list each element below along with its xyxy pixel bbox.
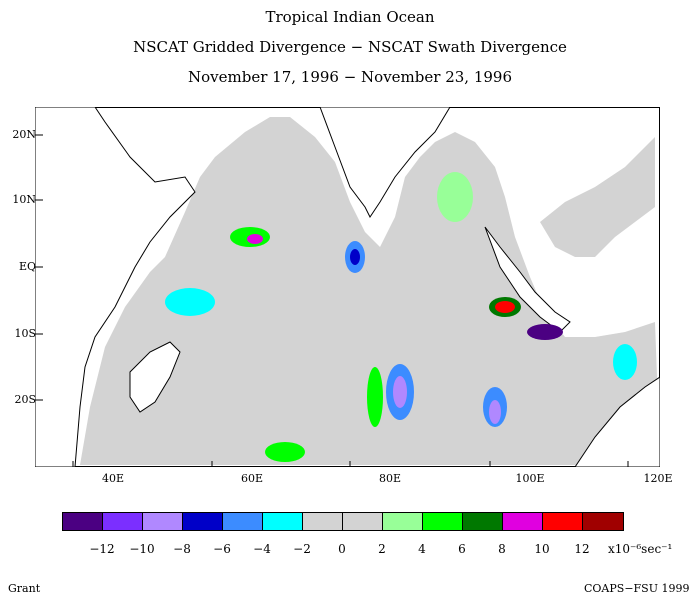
colorbar-tick-label: −4: [253, 542, 271, 556]
colorbar-tick-label: 2: [378, 542, 386, 556]
colorbar-swatch: [223, 513, 263, 530]
colorbar-tick-label: −2: [293, 542, 311, 556]
colorbar-tick-label: −10: [129, 542, 155, 556]
lat-label-eq: EQ: [18, 260, 36, 273]
lon-label-120e: 120E: [643, 472, 673, 485]
colorbar-swatch: [583, 513, 623, 530]
ocean-data-region: [80, 117, 657, 465]
title-line-3: November 17, 1996 − November 23, 1996: [188, 68, 512, 86]
colorbar-swatch: [383, 513, 423, 530]
lat-label-20s: 20S: [14, 393, 36, 406]
divergence-blob: [495, 301, 515, 313]
colorbar-tick-label: 12: [574, 542, 590, 556]
colorbar-swatch: [503, 513, 543, 530]
landmass-madagascar: [129, 341, 181, 413]
footer-credit: COAPS−FSU 1999: [584, 582, 690, 595]
lon-label-40e: 40E: [101, 472, 125, 485]
lat-label-10s: 10S: [14, 327, 36, 340]
lon-ticks: [72, 461, 629, 467]
divergence-blob: [527, 324, 563, 340]
colorbar-swatch: [183, 513, 223, 530]
divergence-blob: [350, 249, 360, 265]
divergence-blob: [247, 234, 263, 244]
divergence-blob: [489, 400, 501, 424]
colorbar-swatch: [63, 513, 103, 530]
title-line-2: NSCAT Gridded Divergence − NSCAT Swath D…: [133, 38, 567, 56]
divergence-blob: [165, 288, 215, 316]
colorbar-tick-label: 10: [534, 542, 550, 556]
footer-author: Grant: [8, 582, 41, 595]
divergence-blob: [265, 442, 305, 462]
colorbar-tick-label: 8: [498, 542, 506, 556]
colorbar-swatch: [343, 513, 383, 530]
title-line-1: Tropical Indian Ocean: [265, 8, 435, 26]
landmass-india: [319, 107, 451, 218]
ocean-data-region-east: [540, 137, 655, 257]
divergence-blob: [393, 376, 407, 408]
landmass-sumatra: [484, 226, 571, 333]
colorbar-tick-label: −8: [173, 542, 191, 556]
colorbar-swatch: [303, 513, 343, 530]
divergence-blob: [367, 367, 383, 427]
divergence-map: [35, 107, 660, 467]
lon-label-60e: 60E: [240, 472, 264, 485]
colorbar-tick-label: 4: [418, 542, 426, 556]
divergence-field: [35, 107, 660, 467]
lon-label-80e: 80E: [378, 472, 402, 485]
colorbar-swatch: [543, 513, 583, 530]
colorbar-swatch: [103, 513, 143, 530]
lat-label-10n: 10N: [12, 193, 36, 206]
lon-label-100e: 100E: [515, 472, 545, 485]
colorbar-tick-label: −12: [89, 542, 115, 556]
lat-label-20n: 20N: [12, 128, 36, 141]
colorbar-tick-label: −6: [213, 542, 231, 556]
divergence-blob: [613, 344, 637, 380]
colorbar-tick-label: 6: [458, 542, 466, 556]
lat-ticks: [35, 134, 43, 401]
colorbar-units: x10⁻⁶sec⁻¹: [608, 542, 673, 556]
colorbar-swatch: [263, 513, 303, 530]
colorbar-swatch: [463, 513, 503, 530]
colorbar-swatch: [143, 513, 183, 530]
landmass-africa: [35, 107, 196, 467]
colorbar: [62, 512, 624, 531]
landmass-australia: [574, 376, 660, 467]
colorbar-tick-label: 0: [338, 542, 346, 556]
colorbar-swatch: [423, 513, 463, 530]
divergence-blob: [437, 172, 473, 222]
